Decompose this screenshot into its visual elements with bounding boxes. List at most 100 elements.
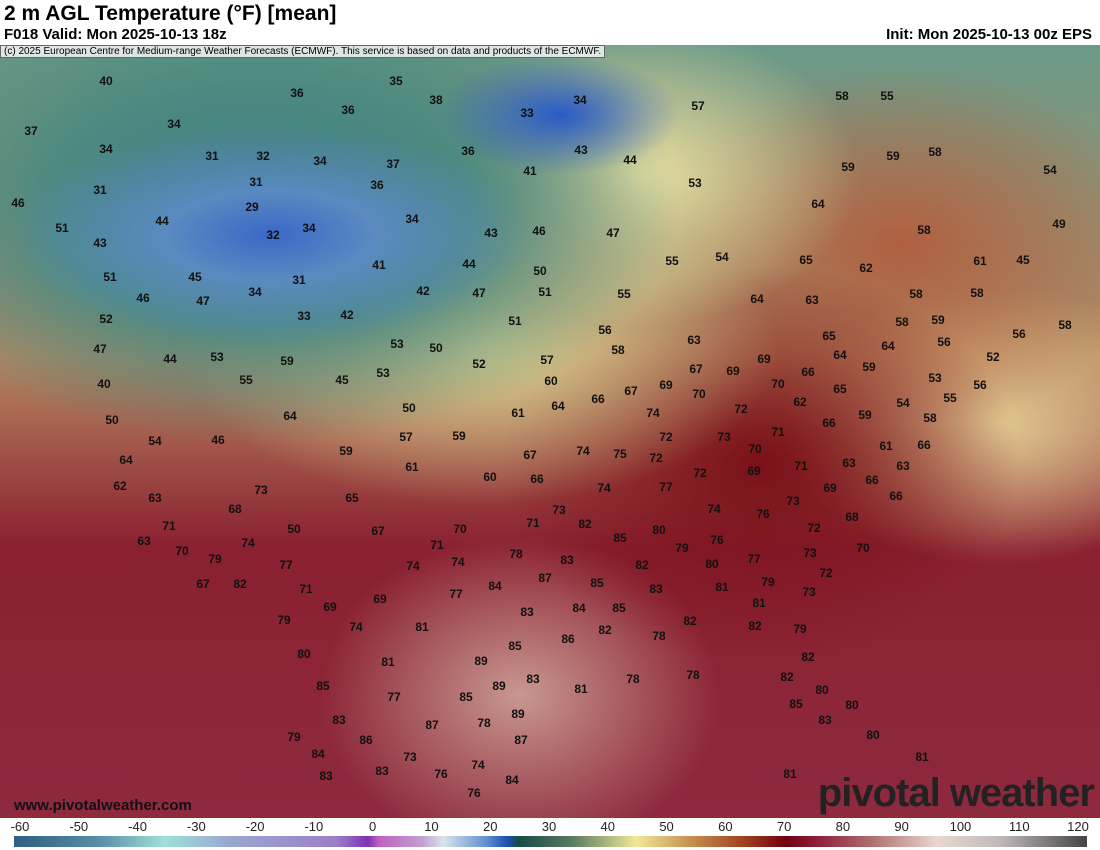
temperature-label: 33 bbox=[520, 106, 534, 120]
temperature-label: 80 bbox=[845, 698, 859, 712]
temperature-label: 37 bbox=[386, 157, 400, 171]
temperature-label: 56 bbox=[973, 378, 987, 392]
temperature-label: 63 bbox=[137, 534, 151, 548]
temperature-label: 54 bbox=[896, 396, 910, 410]
temperature-label: 73 bbox=[802, 585, 816, 599]
temperature-label: 52 bbox=[99, 312, 113, 326]
temperature-label: 33 bbox=[297, 309, 311, 323]
temperature-label: 57 bbox=[540, 353, 554, 367]
colorbar-tick-label: 10 bbox=[424, 819, 439, 834]
colorbar-tick-label: -40 bbox=[128, 819, 147, 834]
temperature-label: 59 bbox=[862, 360, 876, 374]
temperature-label: 82 bbox=[635, 558, 649, 572]
temperature-label: 52 bbox=[986, 350, 1000, 364]
temperature-label: 83 bbox=[649, 582, 663, 596]
temperature-label: 44 bbox=[462, 257, 476, 271]
temperature-label: 83 bbox=[375, 764, 389, 778]
temperature-label: 72 bbox=[659, 430, 673, 444]
temperature-label: 59 bbox=[886, 149, 900, 163]
temperature-label: 82 bbox=[233, 577, 247, 591]
temperature-label: 84 bbox=[572, 601, 586, 615]
temperature-label: 70 bbox=[692, 387, 706, 401]
temperature-label: 66 bbox=[917, 438, 931, 452]
temperature-label: 85 bbox=[459, 690, 473, 704]
temperature-label: 31 bbox=[205, 149, 219, 163]
temperature-label: 36 bbox=[370, 178, 384, 192]
temperature-label: 83 bbox=[818, 713, 832, 727]
temperature-label: 65 bbox=[799, 253, 813, 267]
temperature-label: 51 bbox=[55, 221, 69, 235]
temperature-label: 41 bbox=[372, 258, 386, 272]
temperature-label: 67 bbox=[196, 577, 210, 591]
temperature-label: 80 bbox=[815, 683, 829, 697]
temperature-label: 55 bbox=[239, 373, 253, 387]
temperature-label: 79 bbox=[287, 730, 301, 744]
temperature-label: 76 bbox=[756, 507, 770, 521]
temperature-label: 43 bbox=[574, 143, 588, 157]
temperature-label: 68 bbox=[228, 502, 242, 516]
temperature-label: 34 bbox=[405, 212, 419, 226]
colorbar-tick-label: 30 bbox=[541, 819, 557, 834]
temperature-label: 68 bbox=[845, 510, 859, 524]
temperature-label: 51 bbox=[103, 270, 117, 284]
temperature-label: 44 bbox=[623, 153, 637, 167]
temperature-label: 71 bbox=[794, 459, 808, 473]
temperature-label: 53 bbox=[688, 176, 702, 190]
colorbar-tick-label: -50 bbox=[69, 819, 89, 834]
temperature-label: 50 bbox=[287, 522, 301, 536]
temperature-label: 79 bbox=[793, 622, 807, 636]
temperature-label: 79 bbox=[675, 541, 689, 555]
brand-logo: pivotal weather bbox=[817, 771, 1095, 815]
temperature-label: 82 bbox=[598, 623, 612, 637]
temperature-label: 29 bbox=[245, 200, 259, 214]
temperature-label: 63 bbox=[687, 333, 701, 347]
temperature-label: 89 bbox=[492, 679, 506, 693]
temperature-label: 84 bbox=[311, 747, 325, 761]
temperature-label: 37 bbox=[24, 124, 38, 138]
temperature-label: 72 bbox=[734, 402, 748, 416]
temperature-label: 71 bbox=[771, 425, 785, 439]
temperature-label: 46 bbox=[11, 196, 25, 210]
temperature-label: 46 bbox=[532, 224, 546, 238]
temperature-label: 46 bbox=[211, 433, 225, 447]
temperature-label: 74 bbox=[241, 536, 255, 550]
temperature-label: 47 bbox=[472, 286, 486, 300]
temperature-label: 79 bbox=[277, 613, 291, 627]
temperature-label: 69 bbox=[373, 592, 387, 606]
temperature-label: 63 bbox=[896, 459, 910, 473]
temperature-label: 34 bbox=[248, 285, 262, 299]
website-link[interactable]: www.pivotalweather.com bbox=[14, 797, 192, 814]
temperature-label: 80 bbox=[705, 557, 719, 571]
temperature-label: 63 bbox=[842, 456, 856, 470]
temperature-label: 59 bbox=[841, 160, 855, 174]
temperature-label: 69 bbox=[823, 481, 837, 495]
colorbar-tick-label: -60 bbox=[10, 819, 30, 834]
temperature-label: 89 bbox=[474, 654, 488, 668]
temperature-label: 59 bbox=[452, 429, 466, 443]
temperature-label: 71 bbox=[526, 516, 540, 530]
temperature-label: 85 bbox=[613, 531, 627, 545]
temperature-label: 47 bbox=[606, 226, 620, 240]
temperature-label: 77 bbox=[449, 587, 463, 601]
temperature-label: 81 bbox=[752, 596, 766, 610]
temperature-label: 59 bbox=[858, 408, 872, 422]
temperature-label: 62 bbox=[113, 479, 127, 493]
temperature-label: 59 bbox=[931, 313, 945, 327]
colorbar bbox=[14, 836, 1087, 847]
temperature-label: 72 bbox=[819, 566, 833, 580]
temperature-label: 54 bbox=[1043, 163, 1057, 177]
temperature-label: 64 bbox=[881, 339, 895, 353]
temperature-label: 78 bbox=[652, 629, 666, 643]
temperature-label: 82 bbox=[748, 619, 762, 633]
temperature-label: 87 bbox=[425, 718, 439, 732]
temperature-label: 63 bbox=[148, 491, 162, 505]
temperature-label: 43 bbox=[93, 236, 107, 250]
temperature-map[interactable]: (c) 2025 European Centre for Medium-rang… bbox=[0, 45, 1100, 818]
temperature-label: 31 bbox=[249, 175, 263, 189]
temperature-label: 34 bbox=[573, 93, 587, 107]
temperature-label: 53 bbox=[376, 366, 390, 380]
temperature-label: 81 bbox=[415, 620, 429, 634]
valid-time: F018 Valid: Mon 2025-10-13 18z bbox=[4, 26, 227, 43]
temperature-label: 84 bbox=[488, 579, 502, 593]
colorbar-tick-label: 120 bbox=[1067, 819, 1089, 834]
